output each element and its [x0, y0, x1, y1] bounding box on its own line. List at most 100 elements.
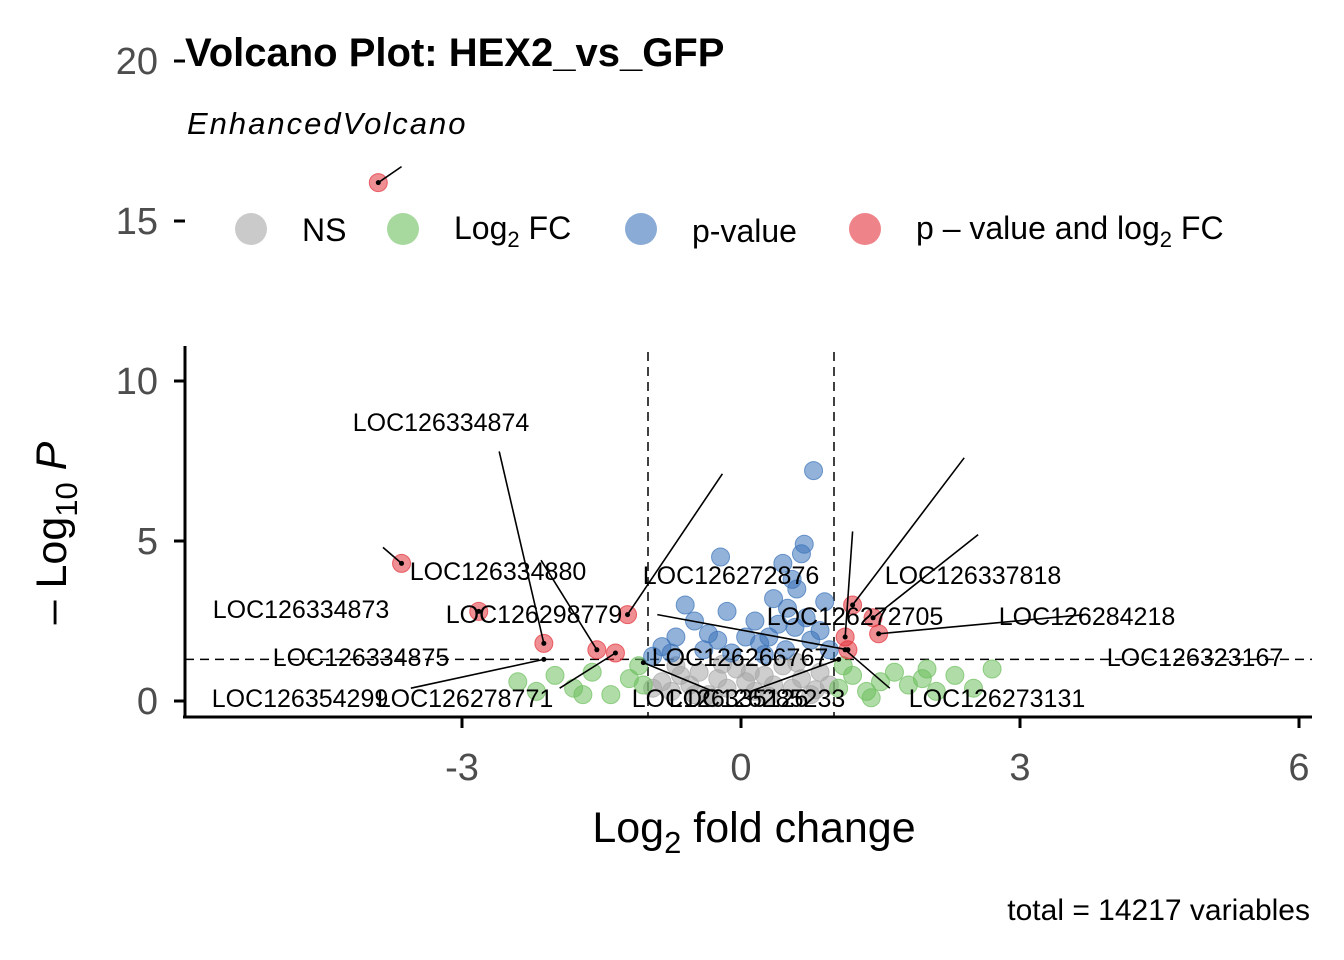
point-p: [787, 579, 807, 599]
label-connector: [657, 613, 849, 651]
point-p: [643, 646, 663, 666]
point-fc: [526, 681, 546, 701]
gene-label: LOC126284218: [999, 603, 1176, 631]
point-p: [776, 640, 796, 660]
label-connector: [844, 649, 891, 689]
point-p: [675, 595, 695, 615]
point-fc: [508, 672, 528, 692]
point-p: [794, 534, 814, 554]
x-axis-title: Log2 fold change: [592, 804, 915, 860]
point-fc: [601, 685, 621, 705]
gene-label: LOC126335126: [632, 685, 809, 713]
x-tick-label: 3: [1009, 747, 1030, 789]
label-connector: [410, 658, 545, 689]
chart-caption: total = 14217 variables: [1007, 894, 1310, 927]
point-ns: [661, 681, 681, 701]
point-ns: [740, 662, 760, 682]
point-p: [804, 461, 824, 481]
point-ns: [805, 680, 825, 700]
legend-p-label: p-value: [692, 213, 797, 249]
point-fc: [573, 685, 593, 705]
gene-label: LOC126337818: [885, 562, 1062, 590]
label-arrowhead: [541, 640, 547, 646]
label-connector: [377, 165, 403, 184]
legend-both-marker: [849, 213, 881, 245]
label-connector: [878, 613, 1086, 635]
gene-label: LOC126323167: [1107, 644, 1284, 672]
y-tick-label: 0: [137, 681, 158, 723]
chart-title: Volcano Plot: HEX2_vs_GFP: [185, 31, 724, 75]
label-arrowhead: [399, 560, 405, 566]
point-fc: [884, 662, 904, 682]
label-connector: [559, 652, 616, 689]
label-arrowhead: [850, 602, 856, 608]
point-fc: [829, 678, 849, 698]
legend-ns-label: NS: [302, 212, 346, 248]
point-fc: [582, 662, 602, 682]
label-arrowhead: [876, 631, 882, 637]
label-connector: [851, 457, 965, 606]
gene-label: LOC126334880: [410, 558, 587, 586]
point-ns: [717, 678, 737, 698]
label-connector: [750, 658, 839, 693]
point-p: [754, 645, 774, 665]
label-arrowhead: [640, 660, 646, 666]
point-p: [773, 553, 793, 573]
label-arrowhead: [842, 634, 848, 640]
label-arrowhead: [842, 647, 848, 653]
point-p: [661, 643, 681, 663]
gene-label: LOC126273131: [909, 685, 1086, 713]
legend-item-p: p-value: [625, 213, 797, 249]
point-fc: [964, 678, 983, 698]
point-p: [785, 617, 805, 637]
gene-label: LOC126266767: [652, 644, 829, 672]
point-ns: [689, 662, 709, 682]
legend-both-label: p – value and log2 FC: [916, 210, 1224, 252]
label-connector: [872, 533, 979, 619]
y-tick-label: 15: [116, 201, 158, 243]
axes: [183, 346, 1312, 719]
label-arrowhead: [375, 180, 381, 186]
point-p: [815, 592, 835, 612]
legend: NS Log2 FC p-value p – value and log2 FC: [235, 210, 1224, 252]
x-tick-label: -3: [445, 747, 479, 789]
x-tick-label: 0: [730, 747, 751, 789]
point-ns: [759, 686, 779, 706]
gene-label: LOC126334874: [353, 409, 530, 437]
label-arrowhead: [541, 656, 547, 662]
label-arrowhead: [594, 647, 600, 653]
legend-item-fc: Log2 FC: [387, 210, 571, 252]
gene-label: LOC126272705: [767, 603, 944, 631]
gene-label: LOC126354299: [212, 685, 389, 713]
legend-ns-marker: [235, 213, 267, 245]
label-connector: [382, 546, 403, 565]
gene-label: LOC126334875: [273, 644, 450, 672]
point-p: [711, 547, 731, 567]
point-ns: [703, 688, 723, 708]
x-tick-label: 6: [1288, 747, 1309, 789]
point-p: [722, 643, 742, 663]
label-connector: [626, 473, 724, 616]
point-fc: [926, 681, 946, 701]
label-connector: [643, 661, 714, 693]
point-p: [778, 598, 797, 618]
y-axis-title: – Log10 P: [28, 441, 84, 624]
legend-p-marker: [625, 213, 657, 245]
label-arrowhead: [836, 656, 842, 662]
point-fc: [861, 688, 881, 708]
label-connector: [844, 531, 854, 638]
gene-labels: LOC126334874 LOC126334880 LOC126272876 LOC1…: [212, 165, 1284, 713]
point-fc: [982, 659, 1002, 679]
label-arrowhead: [612, 650, 618, 656]
label-arrowhead: [625, 612, 631, 618]
point-p: [708, 630, 728, 650]
legend-fc-label: Log2 FC: [454, 210, 571, 252]
point-fc: [545, 665, 565, 685]
point-p: [717, 601, 737, 621]
point-p: [694, 640, 714, 660]
legend-fc-marker: [387, 213, 419, 245]
gene-label: LOC126272876: [643, 562, 820, 590]
point-fc: [633, 675, 653, 695]
point-p: [745, 611, 765, 631]
